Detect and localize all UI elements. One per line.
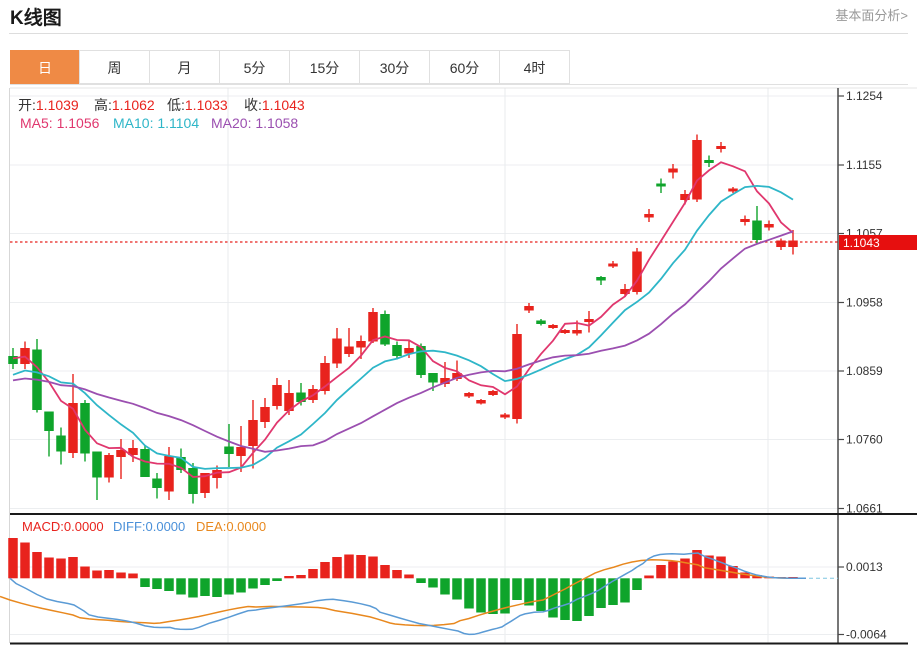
svg-text:MA10: 1.1104: MA10: 1.1104	[113, 115, 199, 131]
svg-text:1.0859: 1.0859	[846, 364, 883, 378]
svg-text:DEA:0.0000: DEA:0.0000	[196, 519, 266, 534]
svg-text:1.0958: 1.0958	[846, 296, 883, 310]
svg-text:1.1254: 1.1254	[846, 89, 883, 103]
svg-text:DIFF:0.0000: DIFF:0.0000	[113, 519, 185, 534]
svg-text:收:1.1043: 收:1.1043	[244, 97, 305, 113]
svg-text:1.0760: 1.0760	[846, 433, 883, 447]
svg-text:开:1.1039: 开:1.1039	[18, 97, 79, 113]
svg-text:0.0013: 0.0013	[846, 560, 883, 574]
svg-text:1.1043: 1.1043	[843, 236, 880, 250]
svg-text:高:1.1062: 高:1.1062	[94, 97, 155, 113]
svg-text:MA5: 1.1056: MA5: 1.1056	[20, 115, 100, 131]
svg-text:1.1155: 1.1155	[846, 158, 882, 172]
svg-text:低:1.1033: 低:1.1033	[167, 97, 228, 113]
svg-text:1.0661: 1.0661	[846, 502, 883, 516]
svg-text:MACD:0.0000: MACD:0.0000	[22, 519, 104, 534]
svg-text:-0.0064: -0.0064	[846, 628, 887, 642]
svg-text:MA20: 1.1058: MA20: 1.1058	[211, 115, 298, 131]
